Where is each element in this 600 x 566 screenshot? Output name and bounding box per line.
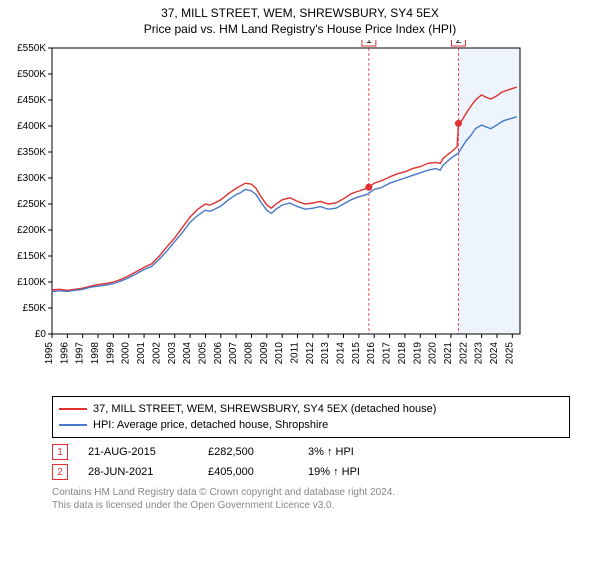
sales-table: 1 21-AUG-2015 £282,500 3% ↑ HPI 2 28-JUN-2021…: [52, 442, 570, 482]
svg-text:2007: 2007: [228, 342, 239, 365]
sale-row: 2 28-JUN-2021 £405,000 19% ↑ HPI: [52, 462, 570, 482]
svg-text:2003: 2003: [167, 342, 178, 365]
svg-text:2002: 2002: [151, 342, 162, 365]
sale-date: 28-JUN-2021: [88, 466, 188, 478]
svg-text:1997: 1997: [75, 342, 86, 365]
legend-label: 37, MILL STREET, WEM, SHREWSBURY, SY4 5E…: [93, 403, 436, 415]
sale-delta: 3% ↑ HPI: [308, 446, 408, 458]
svg-text:2019: 2019: [412, 342, 423, 365]
svg-text:£450K: £450K: [17, 95, 46, 106]
sale-price: £405,000: [208, 466, 288, 478]
svg-text:2013: 2013: [320, 342, 331, 365]
sale-marker: 1: [52, 444, 68, 460]
svg-text:2: 2: [456, 40, 462, 46]
svg-text:1996: 1996: [59, 342, 70, 365]
svg-text:2025: 2025: [504, 342, 515, 365]
svg-text:2000: 2000: [121, 342, 132, 365]
svg-text:2008: 2008: [243, 342, 254, 365]
svg-text:£200K: £200K: [17, 225, 46, 236]
footer-line1: Contains HM Land Registry data © Crown c…: [52, 486, 570, 499]
svg-text:2014: 2014: [336, 342, 347, 365]
svg-text:2020: 2020: [428, 342, 439, 365]
legend-swatch: [59, 424, 87, 426]
sale-date: 21-AUG-2015: [88, 446, 188, 458]
svg-text:1998: 1998: [90, 342, 101, 365]
legend-label: HPI: Average price, detached house, Shro…: [93, 419, 328, 431]
svg-text:£0: £0: [35, 329, 47, 340]
svg-text:2011: 2011: [290, 342, 301, 364]
svg-text:2016: 2016: [366, 342, 377, 365]
svg-text:2012: 2012: [305, 342, 316, 365]
svg-text:£350K: £350K: [17, 147, 46, 158]
svg-text:2006: 2006: [213, 342, 224, 365]
svg-text:2018: 2018: [397, 342, 408, 365]
svg-text:2021: 2021: [443, 342, 454, 365]
svg-text:2023: 2023: [474, 342, 485, 365]
svg-text:£500K: £500K: [17, 69, 46, 80]
sale-row: 1 21-AUG-2015 £282,500 3% ↑ HPI: [52, 442, 570, 462]
svg-text:2009: 2009: [259, 342, 270, 365]
svg-text:£550K: £550K: [17, 43, 46, 54]
svg-text:2024: 2024: [489, 342, 500, 365]
footer-attribution: Contains HM Land Registry data © Crown c…: [52, 486, 570, 512]
sale-price: £282,500: [208, 446, 288, 458]
price-chart: £0 £50K £100K £150K £200K £250K £300K £350K £400…: [0, 40, 540, 390]
svg-text:1995: 1995: [44, 342, 55, 365]
svg-text:£50K: £50K: [23, 303, 47, 314]
svg-text:2010: 2010: [274, 342, 285, 365]
svg-text:£250K: £250K: [17, 199, 46, 210]
sale-marker: 2: [52, 464, 68, 480]
svg-text:£400K: £400K: [17, 121, 46, 132]
svg-text:2017: 2017: [382, 342, 393, 365]
chart-subtitle: Price paid vs. HM Land Registry's House …: [0, 22, 600, 36]
footer-line2: This data is licensed under the Open Gov…: [52, 499, 570, 512]
legend-row: HPI: Average price, detached house, Shro…: [59, 417, 563, 433]
svg-text:2022: 2022: [458, 342, 469, 365]
svg-text:1: 1: [366, 40, 372, 46]
sale-delta: 19% ↑ HPI: [308, 466, 408, 478]
svg-text:1999: 1999: [105, 342, 116, 365]
svg-text:£100K: £100K: [17, 277, 46, 288]
svg-text:£300K: £300K: [17, 173, 46, 184]
legend-swatch: [59, 408, 87, 410]
legend: 37, MILL STREET, WEM, SHREWSBURY, SY4 5E…: [52, 396, 570, 438]
svg-text:2015: 2015: [351, 342, 362, 365]
svg-text:2001: 2001: [136, 342, 147, 365]
svg-text:2004: 2004: [182, 342, 193, 365]
legend-row: 37, MILL STREET, WEM, SHREWSBURY, SY4 5E…: [59, 401, 563, 417]
svg-text:2005: 2005: [197, 342, 208, 365]
chart-title: 37, MILL STREET, WEM, SHREWSBURY, SY4 5E…: [0, 6, 600, 20]
svg-text:£150K: £150K: [17, 251, 46, 262]
